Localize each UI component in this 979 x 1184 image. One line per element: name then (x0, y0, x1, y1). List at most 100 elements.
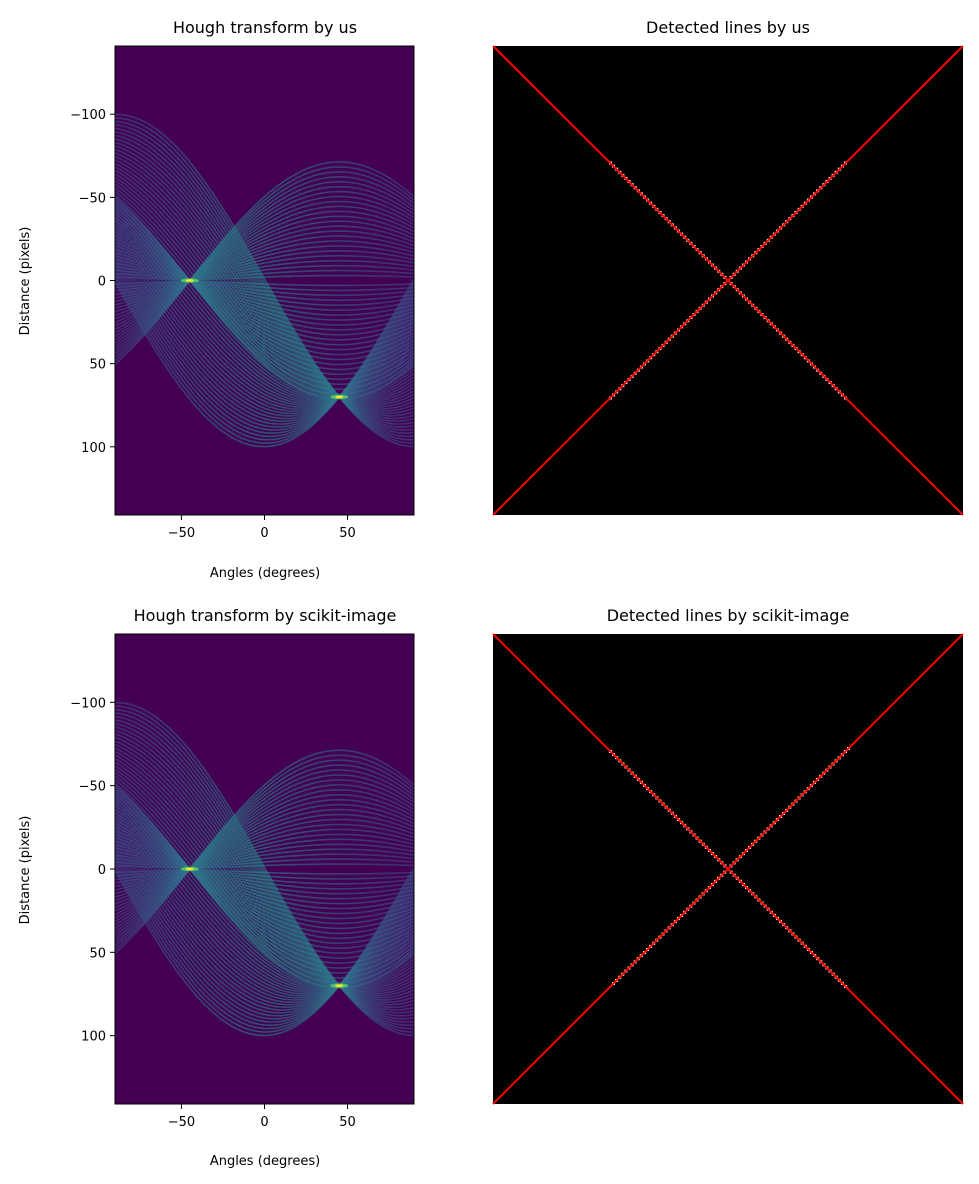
sinusoid-curve (115, 784, 414, 989)
sinusoid-curve (115, 833, 414, 920)
hough-title-us: Hough transform by us (173, 18, 357, 37)
sinusoid-curve (115, 838, 414, 1009)
sinusoid-curve (115, 798, 414, 969)
sinusoid-curve (115, 222, 414, 403)
sinusoid-curve (115, 113, 414, 448)
detected-image-skimage (492, 633, 964, 1105)
sinusoid-curve (115, 127, 414, 434)
sinusoid-curve (115, 775, 414, 988)
sinusoid-curve (115, 159, 414, 410)
hough-panel-skimage: Hough transform by scikit-image −50 0 50 −1… (18, 606, 415, 1169)
sinusoid-curve (115, 843, 414, 888)
sinusoid-curve (115, 236, 414, 410)
sinusoid-curve (115, 824, 414, 999)
sinusoid-curve (115, 712, 414, 1027)
sinusoid-curve (115, 251, 414, 321)
hough-plot-area-us: −50 0 50 −100 −50 0 50 100 (70, 45, 415, 541)
sinusoid-curve (115, 705, 414, 1033)
sinusoid-curve (115, 810, 414, 992)
sinusoid-curve (115, 180, 414, 401)
sinusoid-curve (115, 801, 414, 964)
sinusoid-curve (115, 836, 414, 915)
y-tick-label: 0 (98, 275, 106, 290)
sinusoid-curve (115, 176, 414, 402)
sinusoid-curve (115, 199, 414, 395)
sinusoid-curve (115, 842, 414, 1011)
sinusoid-curve (115, 815, 414, 945)
sinusoid-curve (115, 173, 414, 403)
sinusoid-curve (115, 185, 414, 348)
sinusoid-curve (115, 166, 414, 362)
sinusoid-curve (115, 206, 414, 386)
sinusoid-curve (115, 162, 414, 408)
sinusoid-curve (115, 847, 414, 900)
sinusoid-curve (115, 747, 414, 999)
sinusoid-curve (115, 255, 414, 316)
sinusoid-curve (115, 155, 414, 412)
sinusoid-curve (115, 248, 414, 326)
sinusoid-curve (115, 733, 414, 1009)
y-axis-label: Distance (pixels) (18, 816, 33, 925)
sinusoid-curve (115, 819, 414, 940)
sinusoid-curve (115, 117, 414, 444)
sinusoid-curve (115, 255, 414, 299)
heatmap-sinusoids (115, 113, 414, 448)
sinusoid-curve (115, 769, 414, 940)
sinusoid-curve (115, 774, 414, 937)
sinusoid-curve (115, 278, 414, 448)
x-tick-label: −50 (168, 526, 195, 541)
hough-peak (185, 279, 194, 282)
sinusoid-curve (115, 863, 414, 874)
y-tick-label: −50 (79, 191, 106, 206)
sinusoid-curve (115, 209, 414, 381)
sinusoid-curve (115, 729, 414, 1011)
detected-line (492, 633, 964, 1105)
detected-title-us: Detected lines by us (646, 18, 810, 37)
sinusoid-curve (115, 829, 414, 925)
sinusoid-curve (115, 764, 414, 991)
sinusoid-curve (115, 857, 414, 885)
sinusoid-curve (115, 148, 414, 417)
sinusoid-curve (115, 750, 414, 997)
sinusoid-curve (115, 205, 414, 334)
sinusoid-curve (115, 220, 414, 324)
sinusoid-curve (115, 239, 414, 412)
sinusoid-curve (115, 771, 414, 989)
sinusoid-curve (115, 274, 414, 285)
y-tick-label: −50 (79, 780, 106, 795)
sinusoid-curve (115, 223, 414, 361)
x-axis-label: Angles (degrees) (210, 566, 320, 581)
sinusoid-curve (115, 138, 414, 425)
sinusoid-curve (115, 187, 414, 399)
sinusoid-curve (115, 743, 414, 1001)
heatmap-sinusoids (115, 701, 414, 1037)
x-tick-label: 0 (260, 1115, 268, 1130)
detected-line (492, 45, 964, 516)
hough-peak (335, 984, 344, 987)
sinusoid-curve (115, 237, 414, 341)
y-tick-label: 100 (81, 441, 106, 456)
sinusoid-curve (115, 169, 414, 405)
sinusoid-curve (115, 259, 414, 296)
detected-image-us (492, 45, 964, 516)
sinusoid-curve (115, 701, 414, 1037)
sinusoid-curve (115, 708, 414, 1030)
hough-peak (185, 867, 194, 871)
sinusoid-curve (115, 813, 414, 994)
sinusoid-curve (115, 736, 414, 1006)
sinusoid-curve (115, 828, 414, 1001)
sinusoid-curve (115, 719, 414, 1020)
sinusoid-curve (115, 722, 414, 1017)
sinusoid-curve (115, 826, 414, 930)
sinusoid-curve (115, 227, 414, 356)
sinusoid-curve (115, 225, 414, 405)
sinusoid-curve (115, 840, 414, 910)
hough-peak (335, 395, 344, 399)
sinusoid-curve (115, 244, 414, 331)
sinusoid-curve (115, 230, 414, 351)
sinusoid-curve (115, 240, 414, 310)
sinusoid-curve (115, 754, 414, 951)
sinusoid-curve (115, 828, 414, 898)
x-tick-label: 0 (260, 526, 268, 541)
sinusoid-curve (115, 264, 414, 431)
